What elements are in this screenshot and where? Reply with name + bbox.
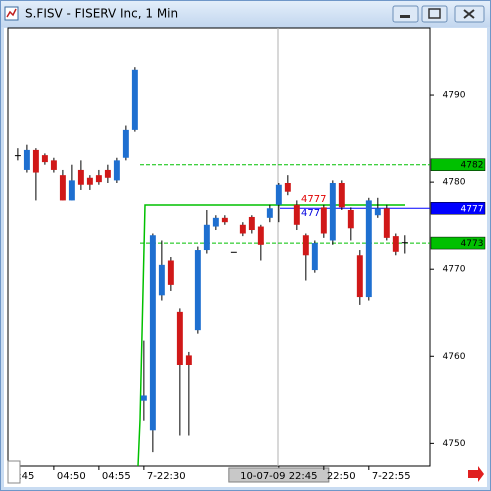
- candle-body: [347, 209, 354, 229]
- price-box: [430, 236, 486, 250]
- candle-body: [320, 207, 327, 234]
- crosshair-time-label: 10-07-09 22:45: [240, 471, 317, 482]
- candle-body: [383, 208, 390, 238]
- price-annotation: 4777: [301, 208, 326, 219]
- candle-body: [185, 355, 192, 365]
- candle-body: [50, 160, 57, 170]
- candle-body: [401, 242, 408, 244]
- candle-body: [329, 182, 336, 241]
- scroll-box: [7, 460, 21, 484]
- candle-body: [374, 208, 381, 216]
- candle-body: [203, 224, 210, 251]
- candle-body: [122, 129, 129, 158]
- candle-body: [392, 236, 399, 252]
- price-box: [430, 202, 486, 215]
- candle-body: [266, 208, 273, 218]
- candle-body: [176, 311, 183, 365]
- candle-body: [302, 235, 309, 256]
- candle-body: [212, 217, 219, 227]
- candle-body: [230, 251, 237, 253]
- x-tick-label: 04:55: [102, 471, 131, 482]
- candle-body: [248, 216, 255, 231]
- indicator-line: [137, 204, 405, 467]
- price-annotation: 4777: [301, 194, 326, 205]
- candle-body: [113, 160, 120, 181]
- candle-body: [167, 260, 174, 285]
- candle-body: [158, 264, 165, 296]
- price-box-label: 4777: [461, 204, 484, 214]
- plot-border: [7, 27, 431, 467]
- candle-body: [221, 217, 228, 223]
- price-box: [430, 158, 486, 171]
- candle-body: [86, 177, 93, 185]
- close-button[interactable]: [454, 5, 485, 23]
- price-box-label: 4773: [461, 239, 484, 249]
- candle-body: [194, 250, 201, 331]
- candle-body: [149, 235, 156, 431]
- y-tick-label: 4770: [443, 265, 466, 275]
- window-icon-glyph: [6, 8, 17, 18]
- crosshair-label-box: [228, 467, 330, 483]
- x-tick-label: 04:50: [57, 471, 86, 482]
- candle-body: [14, 155, 21, 157]
- candle-body: [338, 182, 345, 208]
- candle-body: [140, 395, 147, 401]
- x-tick-label: 22:50: [327, 471, 356, 482]
- candle-body: [104, 169, 111, 178]
- x-tick-label: 7-22:30: [147, 471, 186, 482]
- candle-body: [59, 175, 66, 201]
- plot-layer: 4750 4760 4770 4780 4790 4:45 04:50 04:55 7-22:3…: [12, 67, 486, 483]
- candle-body: [311, 243, 318, 271]
- candle-body: [32, 149, 39, 173]
- scroll-arrow[interactable]: [468, 466, 484, 482]
- candle-body: [239, 224, 246, 234]
- maximize-button[interactable]: [421, 5, 448, 23]
- candle-body: [257, 226, 264, 245]
- candle-body: [356, 255, 363, 298]
- candle-body: [293, 204, 300, 225]
- x-axis: 4:45 04:50 04:55 7-22:30 10-07-09 22:45 22:50…: [12, 466, 411, 483]
- x-tick-label: 7-22:55: [372, 471, 411, 482]
- price-box-label: 4782: [461, 161, 484, 171]
- minimize-button[interactable]: [392, 5, 419, 23]
- candle-body: [95, 175, 102, 183]
- x-tick-label: 4:45: [12, 471, 34, 482]
- candle-body: [275, 184, 282, 205]
- candle-body: [284, 182, 291, 192]
- y-tick-label: 4780: [443, 178, 466, 188]
- candle-body: [365, 200, 372, 298]
- candle-body: [68, 180, 75, 201]
- candle-body: [131, 69, 138, 130]
- y-tick-label: 4790: [443, 91, 466, 101]
- y-tick-label: 4760: [443, 352, 466, 362]
- window-title: S.FISV - FISERV Inc, 1 Min: [25, 7, 178, 21]
- y-tick-label: 4750: [443, 439, 466, 449]
- candle-body: [23, 149, 30, 170]
- candle-body: [41, 155, 48, 163]
- chart-background: [4, 28, 487, 487]
- candle-body: [77, 169, 84, 185]
